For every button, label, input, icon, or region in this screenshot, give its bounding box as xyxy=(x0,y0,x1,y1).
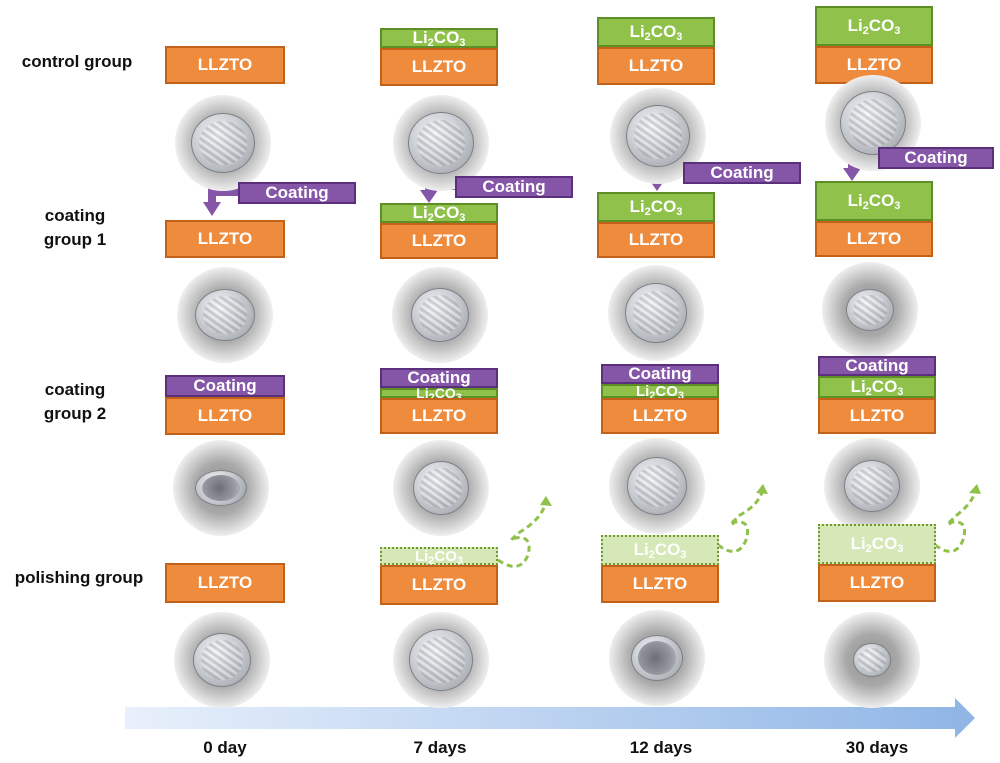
li2co3-removed-layer-polish-7: Li 2 CO 3 xyxy=(380,547,498,567)
day-label-12: 12 days xyxy=(629,738,693,757)
li2co3-removed-layer-polish-30: Li 2 CO 3 xyxy=(818,524,936,564)
li2co3-removed-layer-polish-12: Li 2 CO 3 xyxy=(601,535,719,565)
coating-label-c1-12: Coating xyxy=(683,162,801,184)
li2co3-layer-c2-30: Li 2 CO 3 xyxy=(818,376,936,398)
release-arrow-30 xyxy=(934,491,977,553)
llzto-layer-c1-30: LLZTO xyxy=(815,221,933,257)
sample-photo-c2-0 xyxy=(173,440,269,536)
sample-photo-control-0 xyxy=(175,95,271,191)
sample-photo-control-7 xyxy=(393,95,489,191)
sample-photo-control-12 xyxy=(610,88,706,184)
release-arrow-7 xyxy=(497,504,547,568)
llzto-layer-c1-0: LLZTO xyxy=(165,220,285,258)
llzto-layer-polish-7: LLZTO xyxy=(380,565,498,605)
llzto-layer-control-0: LLZTO xyxy=(165,46,285,84)
row-label-coating-group-2: coating group 2 xyxy=(43,380,107,423)
llzto-layer-c1-12: LLZTO xyxy=(597,222,715,258)
sample-photo-polish-30 xyxy=(824,612,920,708)
li2co3-layer-c1-12: Li 2 CO 3 xyxy=(597,192,715,222)
li2co3-layer-control-30: Li 2 CO 3 xyxy=(815,6,933,46)
li2co3-layer-c2-12: Li 2 CO 3 xyxy=(601,383,719,402)
li2co3-layer-control-12: Li 2 CO 3 xyxy=(597,17,715,47)
day-label-30: 30 days xyxy=(845,738,909,757)
llzto-layer-polish-0: LLZTO xyxy=(165,563,285,603)
sample-photo-polish-12 xyxy=(609,610,705,706)
coating-layer-c2-0: Coating xyxy=(165,375,285,397)
coating-layer-c2-30: Coating xyxy=(818,356,936,376)
llzto-layer-control-12: LLZTO xyxy=(597,47,715,85)
row-label-polishing: polishing group xyxy=(14,568,144,587)
sample-photo-polish-7 xyxy=(393,612,489,708)
sample-photo-c1-7 xyxy=(392,267,488,363)
llzto-layer-c2-7: LLZTO xyxy=(380,398,498,434)
llzto-layer-c2-30: LLZTO xyxy=(818,398,936,434)
coating-layer-c2-7: Coating xyxy=(380,368,498,388)
llzto-layer-c2-12: LLZTO xyxy=(601,398,719,434)
release-arrow-12 xyxy=(717,491,764,553)
sample-photo-polish-0 xyxy=(174,612,270,708)
day-label-0: 0 day xyxy=(203,738,247,757)
coating-label-c1-7: Coating xyxy=(455,176,573,198)
sample-photo-c2-30 xyxy=(824,438,920,534)
coating-layer-c2-12: Coating xyxy=(601,364,719,384)
llzto-layer-c2-0: LLZTO xyxy=(165,397,285,435)
coating-label-c1-0: Coating xyxy=(238,182,356,204)
sample-photo-c1-0 xyxy=(177,267,273,363)
coating-label-c1-30: Coating xyxy=(878,147,994,169)
sample-photo-c2-7 xyxy=(393,440,489,536)
sample-photo-c1-12 xyxy=(608,265,704,361)
sample-photo-c2-12 xyxy=(609,438,705,534)
row-label-control: control group xyxy=(21,52,133,71)
row-label-coating-group-1: coating group 1 xyxy=(43,206,107,249)
timeline-arrow xyxy=(125,698,975,738)
day-label-7: 7 days xyxy=(413,738,467,757)
li2co3-layer-control-7: Li 2 CO 3 xyxy=(380,28,498,49)
li2co3-layer-c1-30: Li 2 CO 3 xyxy=(815,181,933,221)
li2co3-layer-c1-7: Li 2 CO 3 xyxy=(380,203,498,224)
sample-photo-c1-30 xyxy=(822,262,918,358)
llzto-layer-control-7: LLZTO xyxy=(380,48,498,86)
llzto-layer-polish-30: LLZTO xyxy=(818,564,936,602)
coating-arrow-0 xyxy=(208,188,238,204)
llzto-layer-c1-7: LLZTO xyxy=(380,223,498,259)
llzto-layer-polish-12: LLZTO xyxy=(601,565,719,603)
